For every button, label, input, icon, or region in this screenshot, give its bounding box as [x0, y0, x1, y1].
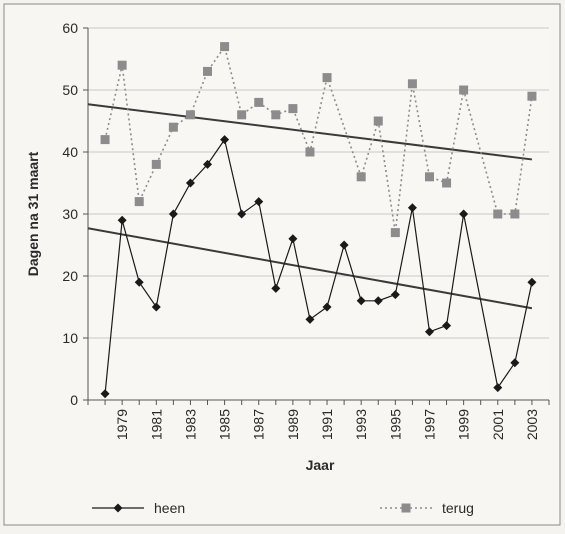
x-tick-label: 1983: [182, 409, 198, 440]
y-axis-ticks: 0 10 20 30 40 50 60: [62, 20, 88, 408]
data-point-terug: [237, 110, 247, 120]
trend-lines: [87, 103, 533, 310]
data-point-heen: [373, 296, 383, 306]
data-point-heen: [527, 277, 537, 287]
data-point-terug: [424, 172, 434, 182]
data-point-heen: [459, 209, 469, 219]
trend-line-heen: [87, 227, 533, 310]
data-point-terug: [271, 110, 281, 120]
x-tick-label: 1985: [217, 409, 233, 440]
x-tick-label: 1989: [285, 409, 301, 440]
data-point-terug: [288, 104, 298, 114]
x-tick-label: 1979: [114, 409, 130, 440]
data-point-terug: [527, 91, 537, 101]
y-tick-label: 0: [70, 392, 78, 408]
data-point-terug: [373, 116, 383, 126]
data-point-terug: [510, 209, 520, 219]
legend-marker-terug: [401, 503, 411, 513]
data-point-terug: [356, 172, 366, 182]
data-point-terug: [390, 228, 400, 238]
x-tick-label: 1997: [421, 409, 437, 440]
data-point-terug: [117, 60, 127, 70]
data-point-terug: [203, 66, 213, 76]
data-point-terug: [493, 209, 503, 219]
data-point-terug: [322, 73, 332, 83]
data-point-terug: [254, 97, 264, 107]
x-tick-label: 1995: [387, 409, 403, 440]
data-point-heen: [390, 290, 400, 300]
data-point-terug: [100, 135, 110, 145]
data-point-heen: [117, 215, 127, 225]
y-tick-label: 40: [62, 144, 78, 160]
data-point-heen: [407, 203, 417, 213]
x-tick-label: 1993: [353, 409, 369, 440]
x-axis-title: Jaar: [306, 457, 335, 473]
legend-marker-heen: [113, 503, 123, 513]
data-point-terug: [220, 42, 230, 52]
y-tick-label: 10: [62, 330, 78, 346]
data-point-heen: [288, 234, 298, 244]
data-point-heen: [356, 296, 366, 306]
data-point-heen: [100, 389, 110, 399]
data-point-terug: [459, 85, 469, 95]
data-point-terug: [151, 159, 161, 169]
x-tick-label: 1987: [251, 409, 267, 440]
data-point-terug: [168, 122, 178, 132]
data-point-heen: [237, 209, 247, 219]
data-point-heen: [168, 209, 178, 219]
y-tick-label: 30: [62, 206, 78, 222]
x-tick-label: 1991: [319, 409, 335, 440]
data-point-terug: [305, 147, 315, 157]
data-point-heen: [271, 283, 281, 293]
data-point-heen: [134, 277, 144, 287]
data-point-heen: [424, 327, 434, 337]
x-tick-label: 1999: [456, 409, 472, 440]
x-axis-ticks: 1979 1981 1983 1985 1987 1989 1991 1993 1995 1997…: [87, 400, 550, 440]
trend-line-terug: [87, 103, 533, 161]
data-point-heen: [305, 314, 315, 324]
data-point-heen: [254, 197, 264, 207]
legend-label-terug: terug: [442, 500, 474, 516]
data-point-terug: [134, 197, 144, 207]
data-point-terug: [407, 79, 417, 89]
y-tick-label: 50: [62, 82, 78, 98]
data-point-heen: [493, 383, 503, 393]
data-point-terug: [185, 110, 195, 120]
legend-label-heen: heen: [154, 500, 185, 516]
x-tick-label: 2001: [490, 409, 506, 440]
y-tick-label: 60: [62, 20, 78, 36]
data-point-terug: [442, 178, 452, 188]
data-point-heen: [185, 178, 195, 188]
series-line-terug: [104, 44, 533, 233]
data-point-heen: [151, 302, 161, 312]
data-series: [100, 42, 537, 399]
data-point-heen: [220, 135, 230, 145]
data-point-heen: [442, 321, 452, 331]
data-point-heen: [339, 240, 349, 250]
data-point-heen: [203, 159, 213, 169]
data-point-heen: [322, 302, 332, 312]
x-tick-label: 1981: [148, 409, 164, 440]
y-tick-label: 20: [62, 268, 78, 284]
x-tick-label: 2003: [524, 409, 540, 440]
data-point-heen: [510, 358, 520, 368]
y-axis-title: Dagen na 31 maart: [25, 151, 41, 276]
legend: heen terug: [92, 500, 474, 516]
